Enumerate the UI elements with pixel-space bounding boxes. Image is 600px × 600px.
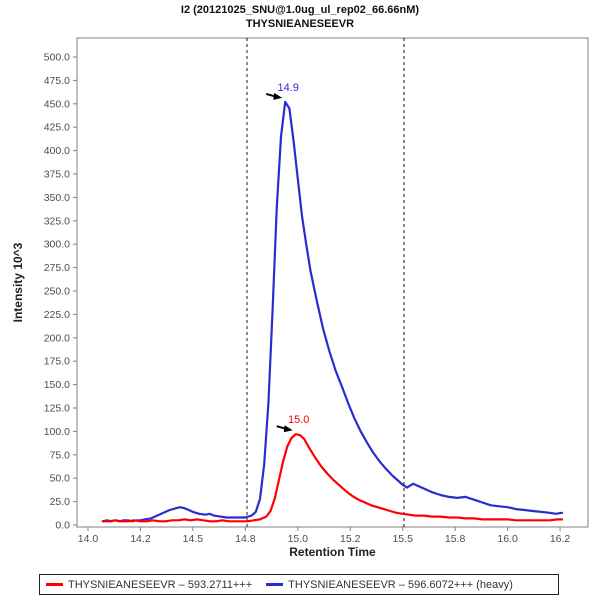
y-tick-label: 50.0 [50, 473, 71, 485]
y-tick-label: 300.0 [44, 239, 70, 251]
series-trace-light[interactable] [101, 433, 564, 523]
y-axis-title: Intensity 10^3 [11, 242, 25, 322]
y-tick-label: 350.0 [44, 192, 70, 204]
x-tick-label: 16.0 [497, 533, 518, 545]
y-tick-label: 0.0 [55, 520, 70, 532]
peak-arrow-tail [265, 92, 276, 98]
y-tick-label: 175.0 [44, 356, 70, 368]
peak-annotation-heavy: 14.9 [265, 82, 299, 100]
chart-title-line2: THYSNIEANESEEVR [245, 18, 355, 30]
x-tick-label: 14.2 [130, 533, 151, 545]
x-tick-label: 15.8 [445, 533, 466, 545]
y-tick-label: 275.0 [44, 262, 70, 274]
y-tick-label: 200.0 [44, 332, 70, 344]
y-tick-label: 250.0 [44, 286, 70, 298]
y-axis: 0.0 25.0 50.0 75.0 100.0 125.0 150.0 175.0 200.0… [44, 52, 77, 532]
x-tick-label: 14.0 [78, 533, 99, 545]
x-tick-label: 15.2 [340, 533, 361, 545]
y-tick-label: 400.0 [44, 145, 70, 157]
x-tick-label: 14.5 [183, 533, 204, 545]
legend-label-light: THYSNIEANESEEVR – 593.2711+++ [68, 578, 253, 591]
chart-title-line1: I2 (20121025_SNU@1.0ug_ul_rep02_66.66nM) [180, 4, 420, 16]
peak-annotation-light: 15.0 [276, 414, 309, 433]
series-trace-heavy[interactable] [101, 100, 564, 523]
y-tick-label: 325.0 [44, 215, 70, 227]
x-tick-label: 15.0 [288, 533, 309, 545]
legend-line-sample-heavy [266, 583, 284, 586]
legend-item-heavy: THYSNIEANESEEVR – 596.6072+++ (heavy) [266, 579, 513, 591]
chart-title: I2 (20121025_SNU@1.0ug_ul_rep02_66.66nM)… [0, 3, 600, 31]
y-tick-label: 475.0 [44, 75, 70, 87]
x-tick-label: 16.2 [550, 533, 571, 545]
y-tick-label: 25.0 [50, 496, 71, 508]
y-tick-label: 500.0 [44, 52, 70, 64]
legend-item-light: THYSNIEANESEEVR – 593.2711+++ [46, 579, 252, 591]
y-tick-label: 450.0 [44, 98, 70, 110]
x-tick-label: 15.5 [392, 533, 413, 545]
peak-rt-label: 15.0 [288, 414, 309, 426]
y-tick-label: 125.0 [44, 403, 70, 415]
x-axis: 14.0 14.2 14.5 14.8 15.0 15.2 15.5 15.8 16.0 16.2 [78, 527, 571, 545]
peak-rt-label: 14.9 [278, 82, 299, 94]
y-tick-label: 225.0 [44, 309, 70, 321]
plot-frame [76, 37, 589, 528]
peak-arrow-icon [283, 425, 293, 433]
legend-label-heavy: THYSNIEANESEEVR – 596.6072+++ (heavy) [288, 578, 513, 591]
x-axis-title: Retention Time [289, 545, 376, 559]
y-tick-label: 150.0 [44, 379, 70, 391]
legend-line-sample-light [46, 583, 63, 586]
peak-arrow-icon [273, 92, 283, 100]
y-tick-label: 375.0 [44, 169, 70, 181]
y-tick-label: 100.0 [44, 426, 70, 438]
y-tick-label: 425.0 [44, 122, 70, 134]
x-tick-label: 14.8 [235, 533, 256, 545]
y-tick-label: 75.0 [50, 449, 71, 461]
peak-arrow-tail [276, 425, 286, 430]
legend: THYSNIEANESEEVR – 593.2711+++ THYSNIEANE… [39, 574, 559, 595]
